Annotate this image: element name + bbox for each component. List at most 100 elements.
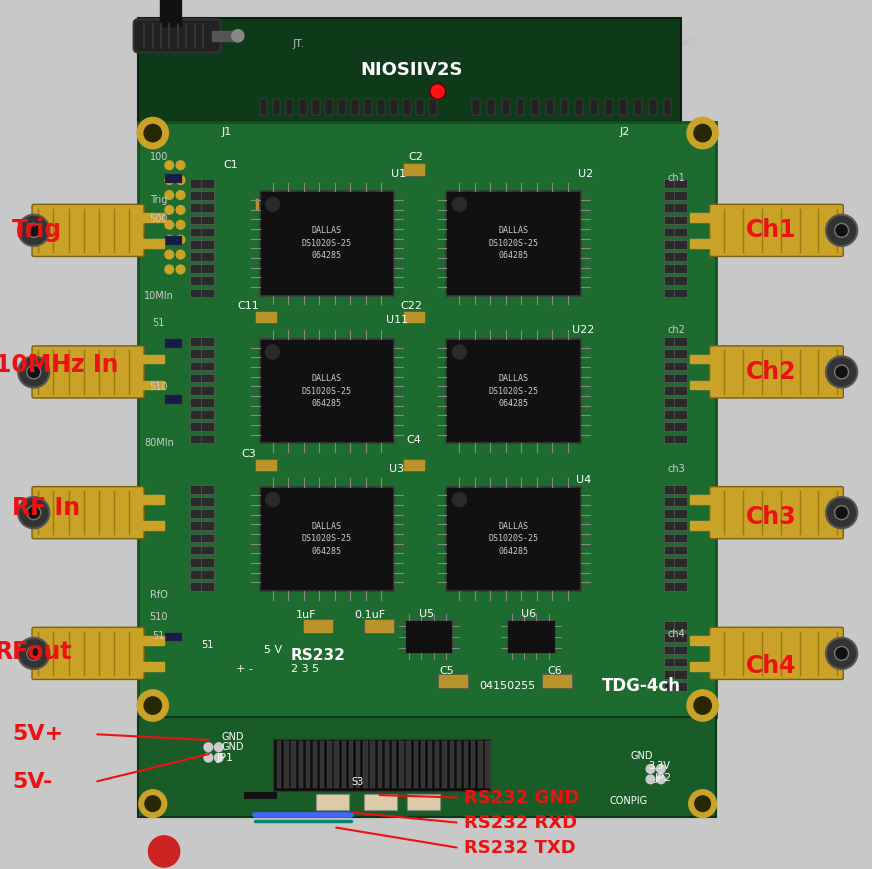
Bar	[664, 228, 677, 236]
Bar	[421, 741, 425, 788]
Bar	[664, 398, 677, 407]
Bar	[291, 741, 296, 788]
Bar	[201, 228, 214, 236]
Circle shape	[826, 497, 857, 528]
Bar	[416, 99, 424, 115]
Text: 3.3V: 3.3V	[648, 761, 670, 772]
Circle shape	[266, 493, 280, 507]
Text: 80MIn: 80MIn	[144, 438, 174, 448]
Bar	[351, 99, 358, 115]
Text: RS232 RXD: RS232 RXD	[464, 813, 577, 832]
Bar	[255, 311, 277, 323]
Bar	[190, 362, 203, 370]
Bar	[407, 794, 440, 810]
Bar	[664, 670, 677, 679]
Text: C2: C2	[408, 151, 424, 162]
Bar	[664, 546, 677, 554]
Text: 510: 510	[150, 612, 168, 622]
Text: DALLAS
DS1020S-25
064285: DALLAS DS1020S-25 064285	[488, 374, 539, 408]
Bar	[542, 674, 572, 688]
Bar	[674, 621, 687, 630]
Circle shape	[137, 117, 168, 149]
Bar	[399, 741, 404, 788]
Bar	[190, 264, 203, 273]
Bar	[335, 741, 339, 788]
Bar	[449, 741, 453, 788]
Bar	[190, 534, 203, 542]
Bar	[501, 99, 509, 115]
Bar	[277, 741, 282, 788]
Bar	[674, 252, 687, 261]
Bar	[311, 99, 319, 115]
Bar	[190, 252, 203, 261]
Bar	[446, 339, 581, 443]
Text: JT.: JT.	[293, 38, 305, 49]
Bar	[619, 99, 627, 115]
Bar	[190, 434, 203, 443]
Bar	[260, 191, 394, 295]
Bar	[299, 99, 307, 115]
Bar	[201, 252, 214, 261]
Bar	[664, 252, 677, 261]
Bar	[674, 337, 687, 346]
Circle shape	[18, 638, 50, 669]
Bar	[201, 289, 214, 297]
Bar	[201, 264, 214, 273]
Circle shape	[165, 206, 174, 215]
Bar	[664, 264, 677, 273]
Circle shape	[165, 176, 174, 184]
Bar	[674, 374, 687, 382]
Bar	[190, 216, 203, 224]
Bar	[190, 240, 203, 249]
Circle shape	[137, 690, 168, 721]
Bar	[664, 658, 677, 667]
Bar	[690, 636, 725, 645]
Bar	[664, 682, 677, 691]
Bar	[674, 398, 687, 407]
Bar	[190, 582, 203, 591]
Circle shape	[215, 743, 223, 752]
Text: Ch2: Ch2	[746, 360, 796, 384]
Bar	[303, 619, 333, 633]
Text: Ch3: Ch3	[746, 505, 797, 529]
FancyBboxPatch shape	[32, 627, 144, 680]
Circle shape	[176, 176, 185, 184]
Text: U1: U1	[391, 169, 406, 179]
Bar	[273, 99, 281, 115]
Circle shape	[835, 506, 848, 520]
Text: U22: U22	[572, 325, 595, 335]
Bar	[385, 741, 389, 788]
Bar	[690, 239, 725, 248]
Bar	[438, 674, 468, 688]
Bar	[664, 558, 677, 567]
Bar	[190, 485, 203, 494]
Bar	[674, 362, 687, 370]
Bar	[165, 339, 182, 348]
Bar	[690, 495, 725, 504]
Bar	[664, 276, 677, 285]
Text: RFout: RFout	[0, 640, 72, 664]
Bar	[664, 216, 677, 224]
Bar	[508, 620, 555, 653]
Bar	[129, 636, 164, 645]
Bar	[429, 99, 437, 115]
Bar	[674, 509, 687, 518]
Bar	[129, 381, 164, 389]
Bar	[690, 213, 725, 222]
Bar	[486, 741, 490, 788]
Bar	[664, 485, 677, 494]
Bar	[190, 398, 203, 407]
Bar	[201, 362, 214, 370]
Text: 5V-: 5V-	[12, 772, 52, 792]
Text: 51: 51	[201, 640, 214, 650]
Bar	[561, 99, 569, 115]
Text: RS232 TXD: RS232 TXD	[464, 839, 576, 857]
Bar	[190, 349, 203, 358]
Bar	[201, 216, 214, 224]
Circle shape	[18, 497, 50, 528]
Bar	[356, 741, 360, 788]
Bar	[428, 741, 433, 788]
Circle shape	[165, 265, 174, 274]
Text: U11: U11	[385, 315, 408, 325]
Bar	[674, 276, 687, 285]
